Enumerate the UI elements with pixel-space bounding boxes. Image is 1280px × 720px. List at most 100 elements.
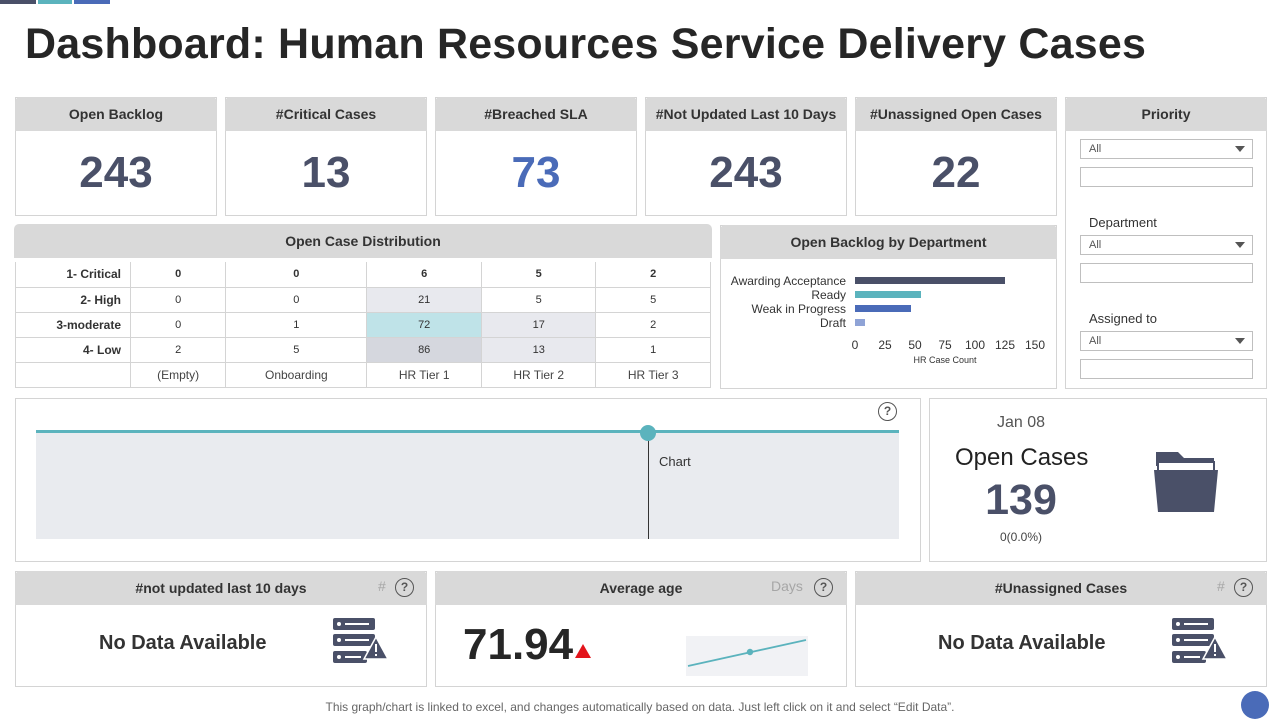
row-label: 1- Critical	[15, 262, 131, 288]
help-icon[interactable]: ?	[395, 578, 414, 597]
open-cases-sub: 0(0.0%)	[999, 530, 1043, 544]
row-label: 4- Low	[15, 337, 131, 363]
chevron-down-icon	[1235, 242, 1245, 248]
folder-icon	[1154, 452, 1218, 512]
bar-1[interactable]	[855, 291, 921, 298]
no-data-message: No Data Available	[99, 632, 267, 654]
x-tick-label: 100	[964, 338, 986, 352]
unassigned-title: #Unassigned Cases	[855, 571, 1267, 605]
bar-2[interactable]	[855, 305, 912, 312]
x-tick-label: 125	[994, 338, 1016, 352]
table-row: 3-moderate 0 1 72 17 2	[15, 312, 711, 338]
timeline-plot-area[interactable]	[36, 431, 899, 539]
column-header-row: (Empty) Onboarding HR Tier 1 HR Tier 2 H…	[15, 362, 711, 388]
table-row: 1- Critical 0 0 6 5 2	[15, 262, 711, 288]
help-icon[interactable]: ?	[878, 402, 897, 421]
kpi-not-updated[interactable]: #Not Updated Last 10 Days 243	[645, 97, 847, 216]
table-cell[interactable]: 0	[225, 287, 367, 313]
kpi-critical-cases[interactable]: #Critical Cases 13	[225, 97, 427, 216]
department-select[interactable]: All	[1080, 235, 1253, 255]
table-row: 2- High 0 0 21 5 5	[15, 287, 711, 313]
table-cell[interactable]: 17	[480, 312, 596, 338]
table-cell[interactable]: 5	[480, 287, 596, 313]
server-warning-icon	[333, 618, 389, 663]
decor-bar-dark	[0, 0, 36, 4]
bar-3[interactable]	[855, 319, 865, 326]
table-cell[interactable]: 86	[366, 337, 482, 363]
row-label: 2- High	[15, 287, 131, 313]
priority-select-value: All	[1089, 143, 1102, 155]
table-cell[interactable]: 1	[595, 337, 711, 363]
bar-label: Draft	[819, 316, 846, 330]
table-cell[interactable]: 2	[595, 262, 711, 288]
assigned-search-input[interactable]	[1080, 359, 1253, 379]
bar-0[interactable]	[855, 277, 1005, 284]
table-cell[interactable]: 1	[225, 312, 367, 338]
table-cell[interactable]: 13	[480, 337, 596, 363]
kpi-label: #Critical Cases	[225, 97, 427, 131]
kpi-open-backlog[interactable]: Open Backlog 243	[15, 97, 217, 216]
assigned-select[interactable]: All	[1080, 331, 1253, 351]
column-header: HR Tier 1	[366, 362, 482, 388]
distribution-table: 1- Critical 0 0 6 5 2 2- High 0 0 21 5 5…	[15, 262, 711, 388]
table-cell[interactable]: 2	[129, 337, 226, 363]
kpi-value: 73	[511, 148, 561, 197]
table-cell[interactable]: 0	[225, 262, 367, 288]
column-header: HR Tier 2	[480, 362, 596, 388]
days-unit: Days	[771, 578, 803, 594]
priority-search-input[interactable]	[1080, 167, 1253, 187]
kpi-label: Open Backlog	[15, 97, 217, 131]
timeline-marker-line	[648, 433, 649, 539]
table-cell[interactable]: 0	[129, 312, 226, 338]
backlog-bar-chart[interactable]: Awarding Acceptance Ready Weak in Progre…	[720, 270, 1057, 370]
x-tick-label: 0	[851, 338, 859, 352]
x-tick-label: 50	[908, 338, 922, 352]
decor-bar-teal	[38, 0, 72, 4]
average-age-title: Average age	[435, 571, 847, 605]
timeline-series-line	[36, 430, 899, 433]
not-updated-title: #not updated last 10 days	[15, 571, 427, 605]
table-cell[interactable]: 5	[480, 262, 596, 288]
column-header: (Empty)	[129, 362, 226, 388]
table-cell[interactable]: 5	[225, 337, 367, 363]
table-cell[interactable]: 72	[366, 312, 482, 338]
table-cell[interactable]: 0	[129, 262, 226, 288]
help-icon[interactable]: ?	[1234, 578, 1253, 597]
kpi-unassigned-open[interactable]: #Unassigned Open Cases 22	[855, 97, 1057, 216]
x-axis-label: HR Case Count	[913, 355, 977, 365]
priority-select[interactable]: All	[1080, 139, 1253, 159]
decor-bar-blue	[74, 0, 110, 4]
table-cell[interactable]: 5	[595, 287, 711, 313]
kpi-label: #Unassigned Open Cases	[855, 97, 1057, 131]
open-cases-value: 139	[985, 476, 1057, 524]
bar-label: Weak in Progress	[751, 302, 846, 316]
open-cases-title: Open Cases	[955, 444, 1089, 471]
kpi-label: #Breached SLA	[435, 97, 637, 131]
column-header: HR Tier 3	[595, 362, 711, 388]
table-cell[interactable]: 21	[366, 287, 482, 313]
filter-panel-title: Priority	[1065, 97, 1267, 131]
timeline-label: Chart	[659, 454, 691, 469]
table-cell[interactable]: 6	[366, 262, 482, 288]
help-icon[interactable]: ?	[814, 578, 833, 597]
backlog-chart-title: Open Backlog by Department	[720, 225, 1057, 259]
chevron-down-icon	[1235, 338, 1245, 344]
kpi-label: #Not Updated Last 10 Days	[645, 97, 847, 131]
page-title: Dashboard: Human Resources Service Deliv…	[25, 20, 1147, 68]
department-label: Department	[1089, 215, 1157, 230]
table-row: 4- Low 2 5 86 13 1	[15, 337, 711, 363]
assigned-select-value: All	[1089, 335, 1102, 347]
kpi-value: 243	[79, 148, 153, 197]
department-search-input[interactable]	[1080, 263, 1253, 283]
timeline-handle[interactable]	[640, 425, 656, 441]
department-select-value: All	[1089, 239, 1102, 251]
x-tick-label: 25	[878, 338, 892, 352]
open-cases-date: Jan 08	[997, 414, 1046, 431]
triangle-up-icon	[575, 644, 591, 658]
table-cell[interactable]: 2	[595, 312, 711, 338]
count-unit: #	[378, 578, 386, 594]
table-cell[interactable]: 0	[129, 287, 226, 313]
kpi-breached-sla[interactable]: #Breached SLA 73	[435, 97, 637, 216]
chevron-down-icon	[1235, 146, 1245, 152]
no-data-message: No Data Available	[938, 632, 1106, 654]
